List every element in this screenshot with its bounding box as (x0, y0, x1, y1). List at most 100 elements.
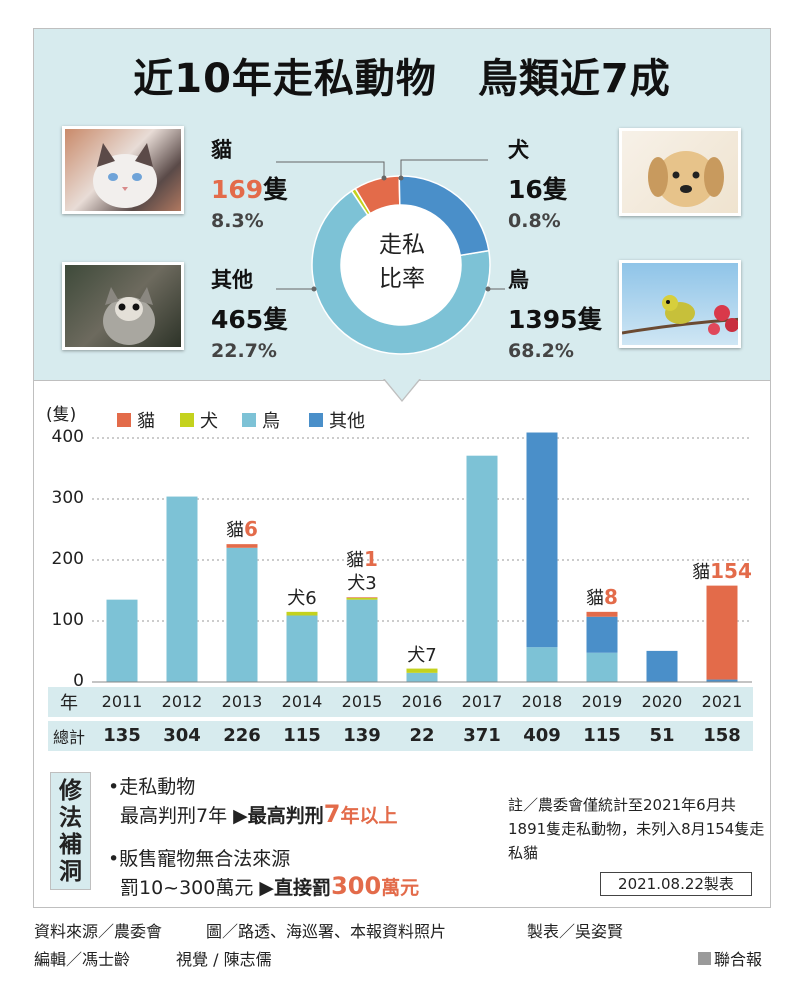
donut-center-line-1: 走私 (379, 232, 425, 258)
bar-segment (586, 616, 618, 653)
total-cell: 409 (523, 725, 561, 746)
share-card-cat: 貓 169隻 8.3% (211, 134, 288, 232)
y-tick-label: 400 (51, 427, 84, 447)
share-unit: 隻 (263, 175, 289, 204)
bar-segment (586, 652, 618, 682)
footer-visual: 視覺 / 陳志儒 (176, 950, 272, 969)
bar-annotation: 貓8 (562, 584, 642, 610)
total-cell: 135 (103, 725, 141, 746)
amendment-item1-new-b: 7 (323, 800, 341, 828)
legend-label: 貓 (137, 411, 155, 432)
share-count: 169隻 (211, 170, 288, 206)
bar-segment (346, 597, 378, 600)
donut-center-label: 走私 比率 (362, 228, 442, 296)
cat-illustration (93, 143, 157, 208)
amendment-item1-new-a: 最高判刑 (247, 805, 324, 827)
donut-center-line-2: 比率 (379, 266, 425, 292)
legend-swatch (309, 413, 323, 427)
footer-maker: 製表／吳姿賢 (527, 922, 624, 941)
share-count-number: 1395 (508, 305, 578, 334)
legend-cat: 貓 (117, 407, 155, 433)
total-cell: 51 (649, 725, 675, 746)
annotation-label: 犬 (287, 587, 306, 609)
bar-annotation: 貓1 (322, 546, 402, 572)
footer-image-credit: 圖／路透、海巡署、本報資料照片 (206, 922, 447, 941)
total-row: 總計 (48, 721, 753, 751)
cat-photo (62, 126, 184, 214)
share-card-other: 其他 465隻 22.7% (211, 264, 288, 362)
total-cell: 139 (343, 725, 381, 746)
legend-label: 鳥 (262, 411, 280, 432)
share-pct: 68.2% (508, 340, 574, 362)
footer-editor: 編輯／馮士齡 (34, 950, 131, 969)
legend-label: 犬 (200, 411, 218, 432)
share-count-number: 169 (211, 175, 264, 204)
year-row: 年 (48, 687, 753, 717)
legend-dog: 犬 (180, 407, 218, 433)
annotation-value: 154 (710, 558, 752, 583)
dog-illustration (648, 151, 724, 207)
bar-annotation: 犬7 (382, 641, 462, 667)
year-cell: 2021 (701, 692, 743, 711)
total-row-header: 總計 (52, 728, 85, 747)
y-tick-label: 200 (51, 549, 84, 569)
year-cell: 2012 (161, 692, 203, 711)
share-pct: 8.3% (211, 210, 264, 232)
annotation-label: 貓 (346, 550, 365, 572)
amendment-item2-new-a: 直接罰 (274, 877, 332, 899)
bar-segment (706, 585, 738, 680)
year-cell: 2017 (461, 692, 503, 711)
bar-segment (106, 599, 138, 682)
bird-illustration (622, 295, 738, 335)
share-unit: 隻 (263, 305, 289, 334)
legend-swatch (117, 413, 131, 427)
share-name: 鳥 (508, 268, 529, 292)
share-name: 貓 (211, 138, 232, 162)
amendment-item2-change: 罰10~300萬元 ▶直接罰300萬元 (120, 872, 419, 900)
share-pct: 0.8% (508, 210, 561, 232)
bar-segment (286, 615, 318, 682)
amendment-item2-new-b: 300 (331, 872, 382, 900)
dog-photo (619, 128, 741, 216)
annotation-value: 8 (604, 584, 618, 609)
year-cell: 2020 (641, 692, 683, 711)
y-tick-label: 300 (51, 488, 84, 508)
bar-annotation: 犬3 (322, 569, 402, 595)
bar-segment (586, 611, 618, 617)
arrow-icon: ▶ (233, 805, 248, 827)
legend-swatch (180, 413, 194, 427)
bar-segment (526, 647, 558, 682)
annotation-label: 犬 (347, 573, 366, 595)
y-tick-label: 100 (51, 610, 84, 630)
amendment-item2-title: •販售寵物無合法來源 (108, 848, 291, 870)
total-cell: 371 (463, 725, 501, 746)
total-cell: 22 (409, 725, 435, 746)
share-count: 16隻 (508, 170, 568, 206)
total-cell: 115 (283, 725, 321, 746)
bar-segment (526, 432, 558, 648)
brand-logo-icon (698, 951, 711, 965)
panel-pointer (384, 378, 420, 400)
made-date: 2021.08.22製表 (600, 872, 752, 896)
annotation-value: 3 (365, 573, 377, 595)
amendment-item1-title: •走私動物 (108, 776, 196, 798)
glider-illustration (103, 287, 155, 345)
share-unit: 隻 (542, 175, 568, 204)
legend-bird: 鳥 (242, 407, 280, 433)
share-card-bird: 鳥 1395隻 68.2% (508, 264, 603, 362)
note: 註／農委會僅統計至2021年6月共1891隻走私動物，未列入8月154隻走私貓 (508, 796, 765, 862)
annotation-label: 貓 (692, 561, 711, 583)
share-name: 犬 (508, 138, 529, 162)
footer-source: 資料來源／農委會 (34, 922, 163, 941)
share-count: 465隻 (211, 300, 288, 336)
amendment-item2-title-text: 販售寵物無合法來源 (119, 848, 291, 870)
legend-label: 其他 (329, 411, 365, 432)
amendment-item1-change: 最高判刑7年 ▶最高判刑7年以上 (120, 800, 398, 828)
brand-name: 聯合報 (714, 950, 763, 969)
share-count-number: 465 (211, 305, 264, 334)
amendment-title: 修法補洞 (50, 772, 91, 890)
amendment-item1-old: 最高判刑7年 (120, 805, 228, 827)
y-unit-label: (隻) (46, 405, 77, 425)
amendment-title-text: 修法補洞 (59, 778, 82, 885)
